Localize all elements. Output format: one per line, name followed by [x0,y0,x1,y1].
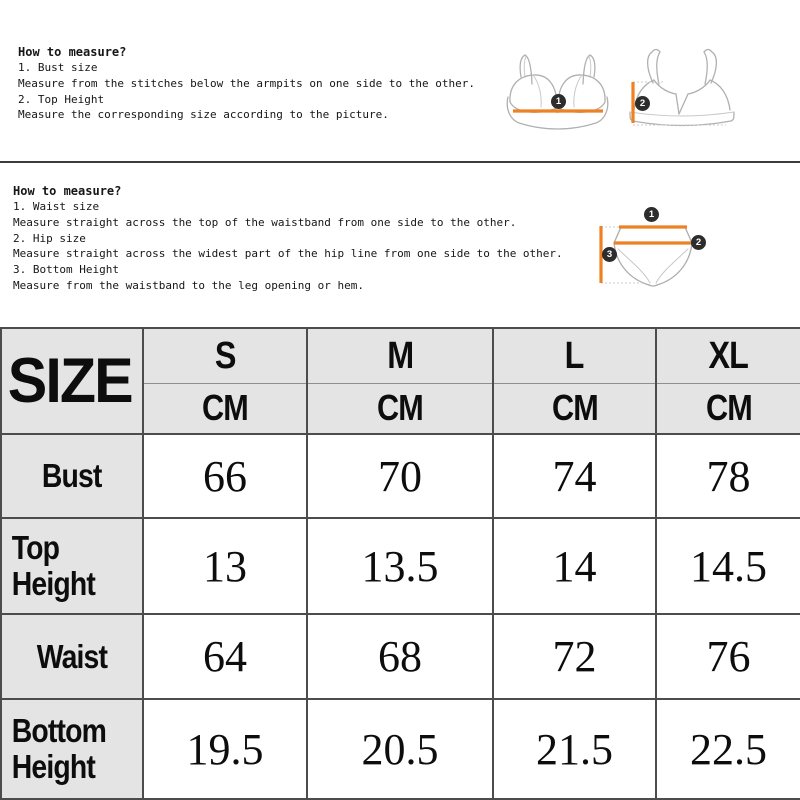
column-header-l: L [492,327,657,384]
value-cell: 21.5 [492,698,657,800]
bikini-top-illustration [629,48,735,127]
measure-instructions-top: How to measure? 1. Bust size Measure fro… [18,44,475,123]
value-cell: 76 [655,613,800,700]
table-row-waist: Waist 64 68 72 76 [0,613,800,700]
unit-cell: CM [306,382,494,435]
value-cell: 64 [142,613,308,700]
column-header-s: S [142,327,308,384]
unit-cell: CM [492,382,657,435]
measure-point-badge-1: 1 [551,94,566,109]
measure-point-badge-3: 3 [602,247,617,262]
instruction-line: Measure straight across the top of the w… [13,215,517,229]
value-cell: 68 [306,613,494,700]
value-cell: 72 [492,613,657,700]
measure-point-badge-2: 2 [691,235,706,250]
table-row-bottom-height: Bottom Height 19.5 20.5 21.5 22.5 [0,698,800,800]
unit-cell: CM [655,382,800,435]
value-cell: 22.5 [655,698,800,800]
value-cell: 19.5 [142,698,308,800]
table-row-top-height: Top Height 13 13.5 14 14.5 [0,517,800,615]
bra-underwire-illustration [506,54,609,130]
instruction-line: 1. Bust size [18,61,98,74]
instruction-line: 2. Top Height [18,92,105,106]
instruction-line: 1. Waist size [13,200,100,213]
column-header-xl: XL [655,327,800,384]
size-table-corner-cell: SIZE [0,327,144,435]
value-cell: 78 [655,433,800,519]
instruction-line: Measure from the waistband to the leg op… [13,278,364,292]
instruction-line: 3. Bottom Height [13,263,119,277]
instruction-line: Measure from the stitches below the armp… [18,76,475,90]
instruction-line: Measure the corresponding size according… [18,108,389,122]
column-header-m: M [306,327,494,384]
section-divider [0,161,800,163]
measure-point-badge-2: 2 [635,96,650,111]
size-table: SIZE S M L XL CM CM CM CM Bust 66 70 74 … [0,327,800,800]
value-cell: 70 [306,433,494,519]
measure-point-badge-1: 1 [644,207,659,222]
instruction-line: Measure straight across the widest part … [13,247,563,261]
value-cell: 20.5 [306,698,494,800]
value-cell: 74 [492,433,657,519]
instructions-title: How to measure? [13,184,122,198]
row-label-bust: Bust [0,433,144,519]
value-cell: 14 [492,517,657,615]
value-cell: 66 [142,433,308,519]
measure-instructions-bottom: How to measure? 1. Waist size Measure st… [13,183,563,294]
row-label-waist: Waist [0,613,144,700]
value-cell: 14.5 [655,517,800,615]
row-label-top-height: Top Height [0,517,144,615]
unit-cell: CM [142,382,308,435]
table-row-bust: Bust 66 70 74 78 [0,433,800,519]
value-cell: 13.5 [306,517,494,615]
row-label-bottom-height: Bottom Height [0,698,144,800]
size-table-title: SIZE [8,345,134,416]
instructions-title: How to measure? [18,45,127,59]
instruction-line: 2. Hip size [13,231,86,245]
value-cell: 13 [142,517,308,615]
bikini-bottom-illustration [599,225,693,287]
